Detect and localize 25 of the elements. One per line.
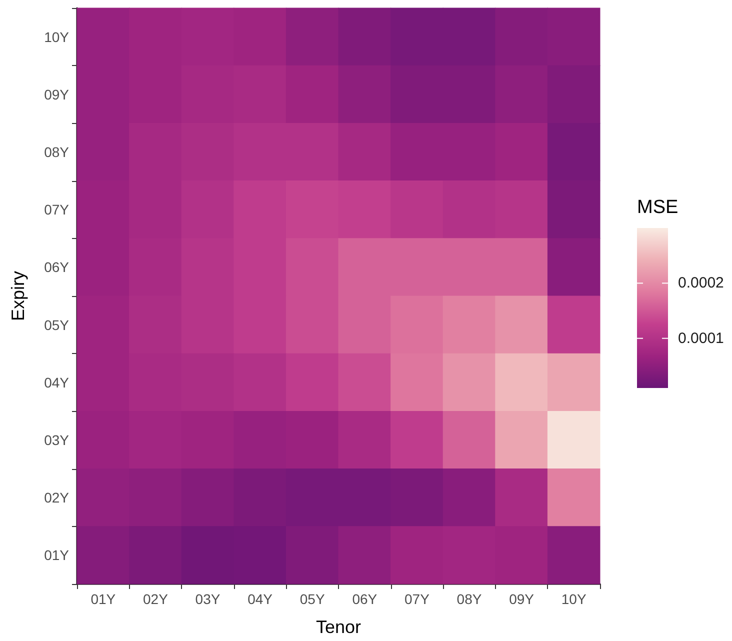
x-tick-label: 02Y bbox=[142, 591, 169, 607]
y-tick-label: 04Y bbox=[44, 374, 70, 390]
color-bar-title: MSE bbox=[637, 197, 678, 218]
x-tick-label: 10Y bbox=[561, 591, 587, 607]
x-tick-label: 04Y bbox=[248, 591, 274, 607]
x-tick-label: 07Y bbox=[404, 591, 430, 607]
y-tick-label: 07Y bbox=[44, 202, 70, 218]
x-tick-label: 03Y bbox=[195, 591, 221, 607]
x-tick-label: 06Y bbox=[352, 591, 378, 607]
color-bar-label: 0.0001 bbox=[678, 330, 724, 347]
x-axis-title: Tenor bbox=[316, 617, 362, 637]
y-tick-label: 01Y bbox=[44, 547, 70, 564]
y-tick-label: 08Y bbox=[44, 144, 70, 160]
x-tick-label: 01Y bbox=[90, 591, 116, 607]
x-tick-label: 09Y bbox=[509, 591, 535, 607]
y-tick-label: 03Y bbox=[44, 432, 70, 448]
y-tick-label: 06Y bbox=[44, 259, 70, 276]
color-bar-label: 0.0002 bbox=[678, 274, 724, 292]
y-tick-label: 05Y bbox=[44, 316, 70, 333]
y-axis-title: Expiry bbox=[8, 270, 28, 322]
y-tick-label: 09Y bbox=[44, 86, 70, 102]
y-tick-label: 02Y bbox=[44, 490, 70, 506]
x-tick-label: 05Y bbox=[300, 591, 326, 607]
y-tick-label: 10Y bbox=[44, 28, 70, 45]
x-tick-label: 08Y bbox=[456, 591, 482, 607]
